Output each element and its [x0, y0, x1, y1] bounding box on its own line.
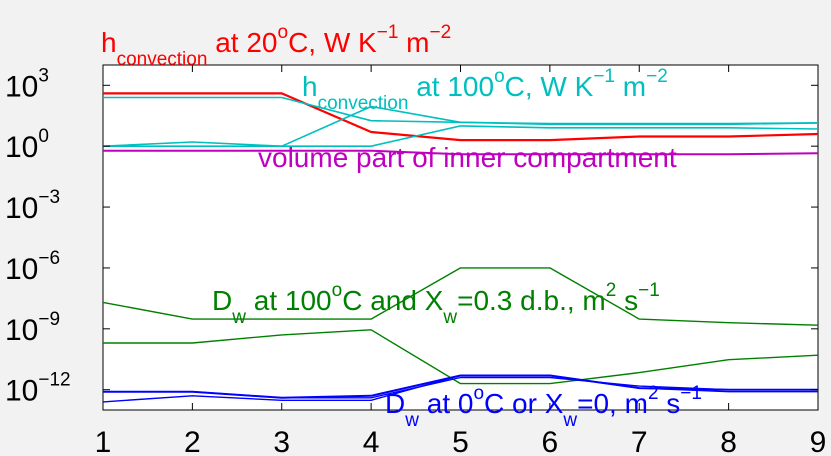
series-label-dw100: Dw at 100oC and Xw=0.3 d.b., m2 s−1: [212, 280, 660, 328]
x-tick-label: 9: [810, 426, 827, 456]
series-label-dw0: Dw at 0oC or Xw=0, m2 s−1: [385, 383, 702, 431]
series-label-h100: hconvection at 100oC, W K−1 m−2: [302, 66, 668, 114]
x-tick-label: 7: [631, 426, 648, 456]
series-line-h100-3: [102, 105, 819, 147]
series-line-volume-4: [103, 149, 819, 156]
series-line-Dw100-6: [103, 329, 819, 385]
x-tick-label: 8: [720, 426, 737, 456]
series-label-volume: volume part of inner compartment: [258, 142, 677, 173]
x-tick-label: 5: [452, 426, 469, 456]
x-tick-label: 2: [184, 426, 201, 456]
x-tick-label: 3: [273, 426, 290, 456]
y-tick-label: 10−3: [5, 187, 60, 225]
x-tick-label: 4: [363, 426, 380, 456]
x-tick-label: 6: [542, 426, 559, 456]
series-line-h20-0: [103, 92, 819, 142]
series-label-h20: hconvection at 20oC, W K−1 m−2: [101, 22, 451, 70]
x-tick-label: 1: [95, 426, 112, 456]
series-line-h100-2: [103, 125, 819, 147]
plot-area: [102, 64, 819, 411]
series-layer: [102, 92, 819, 403]
series-line-Dw100-5: [102, 267, 819, 326]
series-label-layer: hconvection at 20oC, W K−1 m−2hconvectio…: [101, 22, 702, 431]
series-line-Dw0-9: [103, 374, 818, 399]
